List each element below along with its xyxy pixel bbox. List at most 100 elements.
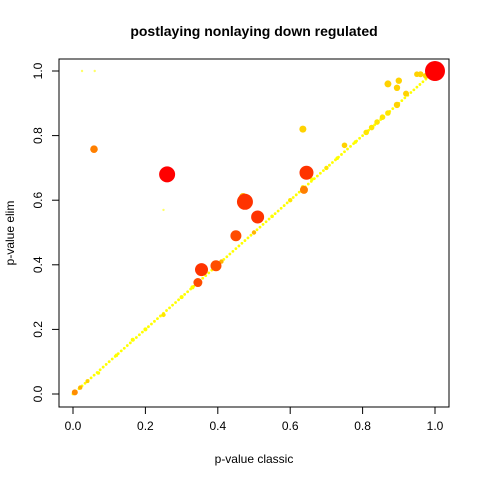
data-point xyxy=(143,327,148,332)
data-point xyxy=(379,114,386,120)
diagonal-point xyxy=(201,276,205,280)
diagonal-point xyxy=(421,80,425,84)
data-point xyxy=(93,69,96,73)
diagonal-point xyxy=(315,174,319,178)
diagonal-point xyxy=(403,96,407,100)
data-point xyxy=(393,84,401,92)
diagonal-point xyxy=(340,153,343,156)
diagonal-point xyxy=(137,333,141,337)
data-point xyxy=(195,263,209,277)
diagonal-point xyxy=(249,233,253,237)
diagonal-point xyxy=(240,241,244,245)
x-tick-label: 0.0 xyxy=(65,419,82,433)
diagonal-point xyxy=(156,317,159,321)
diagonal-point xyxy=(104,362,108,366)
data-point xyxy=(299,185,308,194)
diagonal-point xyxy=(279,206,283,210)
diagonal-point xyxy=(171,303,174,307)
diagonal-point xyxy=(110,357,114,361)
data-point xyxy=(230,230,242,242)
diagonal-point xyxy=(174,301,177,304)
diagonal-point xyxy=(318,171,322,175)
data-point xyxy=(417,71,424,78)
y-tick-label: 0.6 xyxy=(31,192,45,209)
data-point xyxy=(90,145,98,153)
diagonal-point xyxy=(231,249,235,253)
diagonal-point xyxy=(225,255,229,259)
y-tick-label: 0.8 xyxy=(31,127,45,144)
diagonal-point xyxy=(346,147,349,151)
y-tick-label: 0.4 xyxy=(31,256,45,273)
diagonal-point xyxy=(234,247,238,251)
diagonal-point xyxy=(264,220,268,224)
y-axis-label: p-value elim xyxy=(3,201,17,266)
diagonal-point xyxy=(409,91,413,94)
data-point xyxy=(341,142,348,149)
diagonal-point xyxy=(128,341,132,345)
data-point xyxy=(270,214,274,219)
diagonal-point xyxy=(125,344,129,347)
x-tick-label: 0.2 xyxy=(137,419,154,433)
diagonal-point xyxy=(101,365,105,369)
data-point xyxy=(71,389,78,396)
diagonal-point xyxy=(168,306,171,310)
data-point xyxy=(78,385,83,390)
diagonal-point xyxy=(83,381,87,385)
data-point xyxy=(363,129,370,136)
diagonal-point xyxy=(306,182,310,186)
diagonal-point xyxy=(207,271,211,275)
data-point xyxy=(236,193,253,210)
diagonal-point xyxy=(276,209,280,213)
diagonal-point xyxy=(267,217,271,221)
data-point xyxy=(403,90,410,97)
data-point xyxy=(393,101,401,109)
data-point xyxy=(179,295,184,300)
chart-title: postlaying nonlaying down regulated xyxy=(130,23,377,39)
data-point xyxy=(85,379,90,384)
diagonal-point xyxy=(134,336,138,339)
diagonal-point xyxy=(328,163,331,167)
diagonal-point xyxy=(243,239,247,242)
diagonal-point xyxy=(186,290,190,294)
data-point xyxy=(324,165,329,171)
diagonal-point xyxy=(321,169,325,172)
data-point xyxy=(299,165,314,180)
data-point xyxy=(310,177,314,181)
x-axis-label: p-value classic xyxy=(215,452,294,466)
data-point xyxy=(251,230,257,235)
data-points xyxy=(71,61,445,396)
diagonal-point xyxy=(255,228,259,232)
diagonal-point xyxy=(119,349,123,353)
diagonal-point xyxy=(237,244,241,248)
diagonal-point xyxy=(400,99,404,103)
diagonal-point xyxy=(343,150,346,154)
y-tick-label: 0.2 xyxy=(31,321,45,338)
x-axis: 0.0 0.2 0.4 0.6 0.8 1.0 xyxy=(65,406,444,433)
diagonal-point xyxy=(412,88,416,92)
x-tick-label: 1.0 xyxy=(427,419,444,433)
diagonal-point xyxy=(140,330,144,334)
data-point xyxy=(385,110,391,116)
x-tick-label: 0.6 xyxy=(282,419,299,433)
data-point xyxy=(335,156,340,161)
data-point xyxy=(288,198,293,203)
diagonal-point xyxy=(165,309,168,312)
data-point xyxy=(299,125,307,133)
diagonal-point xyxy=(150,322,153,326)
diagonal-point xyxy=(282,204,286,207)
diagonal-point xyxy=(331,161,334,164)
diagonal-point xyxy=(391,107,395,111)
data-point xyxy=(368,124,375,131)
diagonal-point xyxy=(415,85,419,89)
data-point xyxy=(162,208,165,212)
diagonal-point xyxy=(183,293,187,296)
data-point xyxy=(425,61,445,81)
diagonal-point xyxy=(177,298,180,302)
data-point xyxy=(159,166,176,183)
diagonal-point xyxy=(246,236,250,240)
diagonal-point xyxy=(98,368,102,372)
data-point xyxy=(395,77,402,84)
data-point xyxy=(384,80,392,88)
